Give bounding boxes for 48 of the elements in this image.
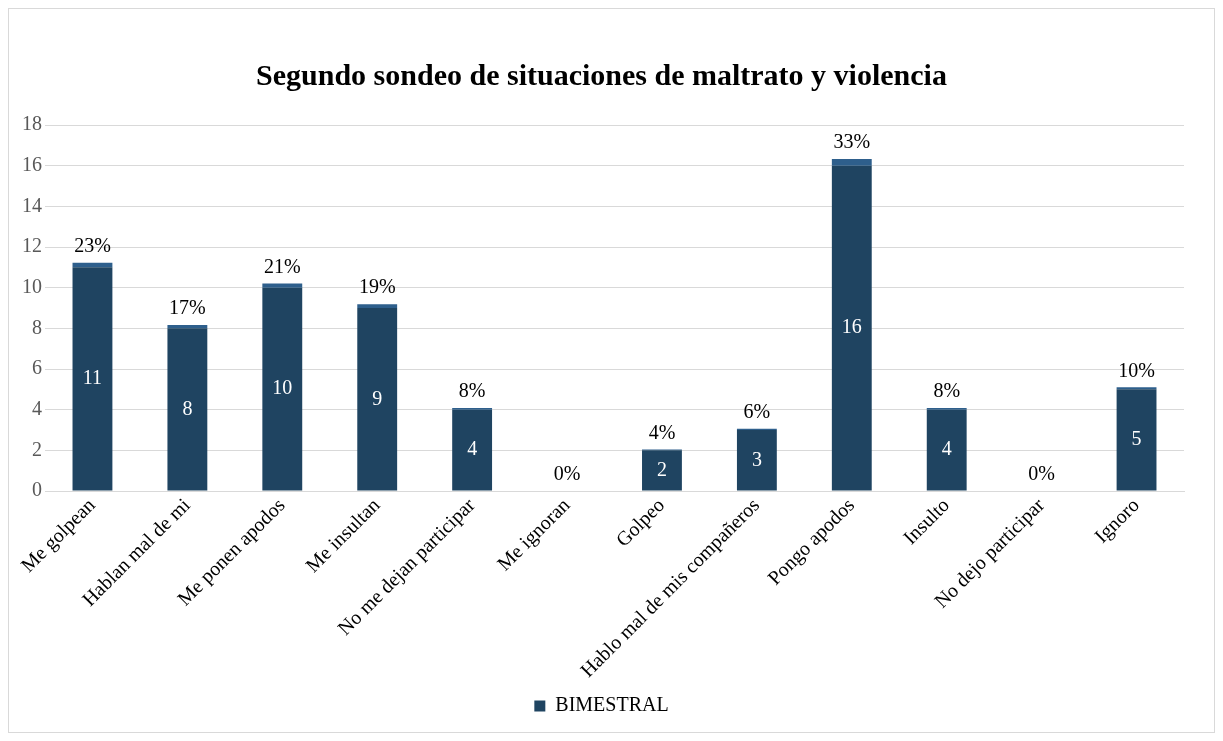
bar <box>262 287 303 491</box>
bar <box>357 308 398 491</box>
bar <box>736 430 777 491</box>
legend-label: BIMESTRAL <box>555 693 669 716</box>
bar <box>262 283 303 288</box>
data-label: 8 <box>182 396 193 419</box>
data-label: 16 <box>841 315 862 338</box>
data-label: 10 <box>272 376 293 399</box>
data-label: 3 <box>751 447 762 470</box>
bar <box>167 328 208 491</box>
data-label: 8% <box>933 379 961 402</box>
bar <box>1116 389 1157 491</box>
bar <box>642 450 682 491</box>
bar <box>357 304 398 309</box>
data-label: 33% <box>833 130 871 153</box>
y-tick-label: 18 <box>22 112 42 135</box>
y-tick-label: 14 <box>22 193 42 216</box>
y-tick-label: 0 <box>32 478 42 501</box>
y-tick-label: 6 <box>32 356 42 379</box>
data-label: 2 <box>656 457 667 480</box>
data-label: 9 <box>372 386 383 409</box>
data-label: 19% <box>358 275 396 298</box>
chart-title: Segundo sondeo de situaciones de maltrato y violencia <box>256 57 947 91</box>
data-label: 0% <box>553 462 581 485</box>
data-label: 21% <box>263 254 301 277</box>
y-tick-label: 4 <box>32 396 42 419</box>
data-label: 5 <box>1131 427 1142 450</box>
data-label: 4% <box>648 420 676 443</box>
data-label: 0% <box>1028 462 1055 485</box>
data-label: 17% <box>169 296 206 319</box>
y-tick-label: 16 <box>22 152 42 175</box>
bar <box>831 158 872 166</box>
data-label: 23% <box>74 233 111 256</box>
y-tick-label: 8 <box>32 315 42 338</box>
y-tick-label: 10 <box>22 274 42 297</box>
y-tick-label: 2 <box>32 437 42 460</box>
bar <box>831 165 872 491</box>
bar <box>926 409 967 491</box>
data-label: 8% <box>458 379 486 402</box>
bar <box>72 267 113 491</box>
data-label: 4 <box>467 437 478 460</box>
bar <box>452 409 493 491</box>
data-label: 11 <box>82 366 103 389</box>
data-label: 6% <box>743 400 771 423</box>
y-tick-label: 12 <box>22 234 42 257</box>
data-label: 10% <box>1118 358 1155 381</box>
data-label: 4 <box>941 437 952 460</box>
bar <box>1116 387 1157 390</box>
